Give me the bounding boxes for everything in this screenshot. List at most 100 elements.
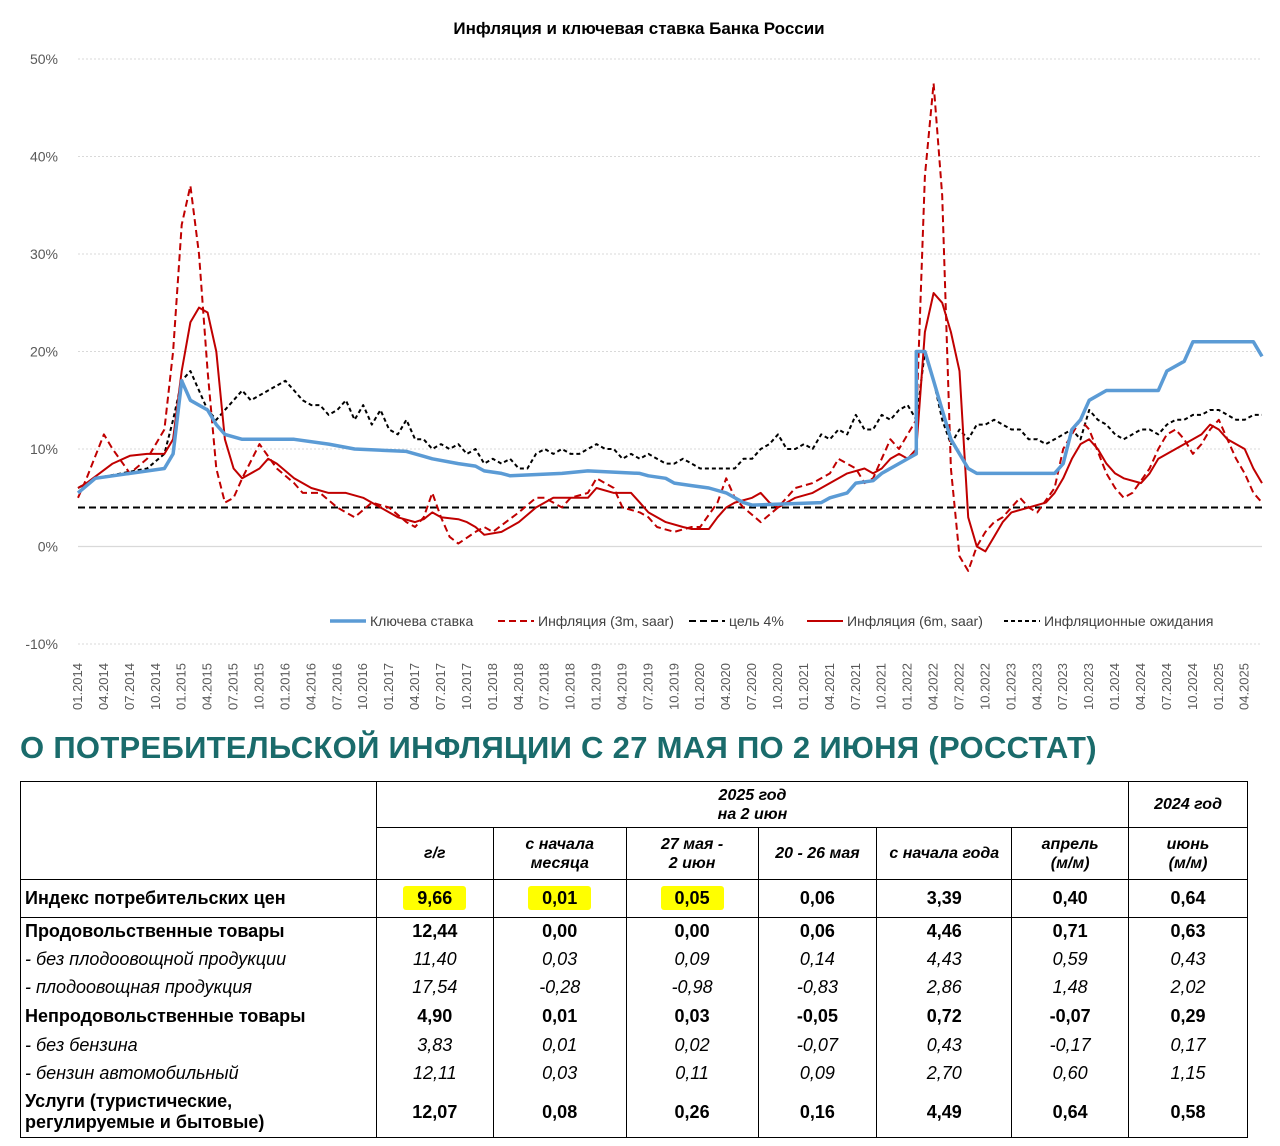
value-cell: 0,43: [1128, 945, 1248, 974]
x-tick-label: 10.2015: [251, 663, 266, 710]
value-cell: 0,14: [757, 945, 878, 974]
x-tick-label: 10.2017: [459, 663, 474, 710]
gridlines: [78, 58, 1262, 645]
value-cell: 0,09: [625, 945, 759, 974]
x-tick-label: 07.2016: [329, 663, 344, 710]
value-cell: 12,11: [375, 1059, 494, 1088]
legend-label: цель 4%: [729, 613, 784, 629]
value-cell: -0,07: [757, 1031, 878, 1060]
value-cell: 0,05: [625, 879, 759, 918]
value-cell: 4,43: [876, 945, 1013, 974]
x-tick-label: 01.2017: [381, 663, 396, 710]
x-tick-label: 07.2022: [952, 663, 967, 710]
series-line-3: [77, 292, 1263, 553]
table-row: - плодоовощная продукция 17,54 -0,28 -0,98-…: [20, 973, 1248, 1002]
y-tick-label: 10%: [30, 441, 58, 457]
value-cell: -0,05: [757, 1001, 878, 1032]
value-cell: 0,17: [1128, 1031, 1248, 1060]
value-cell: 0,01: [492, 879, 627, 918]
chart-title: Инфляция и ключевая ставка Банка России: [453, 19, 824, 38]
highlighted-value: 0,01: [528, 886, 592, 910]
x-tick-label: 10.2022: [977, 663, 992, 710]
value-cell: 0,00: [625, 917, 759, 946]
value-cell: 0,06: [757, 879, 878, 918]
value-cell: 0,60: [1011, 1059, 1130, 1088]
value-cell: 12,07: [375, 1087, 494, 1138]
x-tick-label: 01.2023: [1003, 663, 1018, 710]
x-tick-label: 10.2016: [355, 663, 370, 710]
value-cell: 9,66: [375, 879, 494, 918]
value-cell: 2,86: [876, 973, 1013, 1002]
x-tick-label: 04.2023: [1029, 663, 1044, 710]
value-cell: 4,90: [375, 1001, 494, 1032]
x-tick-label: 04.2017: [407, 663, 422, 710]
series-lines: [76, 82, 1264, 572]
x-tick-label: 10.2014: [148, 663, 163, 710]
inflation-chart: Инфляция и ключевая ставка Банка России …: [25, 19, 1264, 710]
value-cell: 0,59: [1011, 945, 1130, 974]
value-cell: 3,39: [876, 879, 1013, 918]
x-tick-label: 10.2019: [666, 663, 681, 710]
y-tick-label: 20%: [30, 344, 58, 360]
x-tick-label: 01.2021: [796, 663, 811, 710]
x-tick-label: 10.2018: [563, 663, 578, 710]
column-header: апрель (м/м): [1011, 827, 1130, 880]
header-2025: 2025 год на 2 июн: [375, 781, 1130, 828]
x-tick-label: 01.2025: [1211, 663, 1226, 710]
value-cell: 2,70: [876, 1059, 1013, 1088]
value-cell: 4,46: [876, 917, 1013, 946]
value-cell: 0,72: [876, 1001, 1013, 1032]
series-line-0: [76, 340, 1264, 507]
table-row: Продовольственные товары 12,44 0,00 0,00 0,0…: [20, 917, 1248, 946]
value-cell: 0,64: [1011, 1087, 1130, 1138]
value-cell: 3,83: [375, 1031, 494, 1060]
legend-label: Инфляция (3m, saar): [538, 613, 674, 629]
x-tick-label: 01.2015: [174, 663, 189, 710]
column-header: 27 мая -2 июн: [625, 827, 759, 880]
value-cell: 12,44: [375, 917, 494, 946]
x-tick-label: 04.2019: [614, 663, 629, 710]
value-cell: 0,29: [1128, 1001, 1248, 1032]
x-axis-ticks: 01.2014 04.2014 07.2014 10.2014 01.2015 04.20…: [70, 663, 1252, 710]
x-tick-label: 04.2021: [822, 663, 837, 710]
value-cell: 0,01: [492, 1031, 627, 1060]
x-tick-label: 04.2018: [511, 663, 526, 710]
row-label: Непродовольственные товары: [20, 1001, 377, 1032]
value-cell: 1,15: [1128, 1059, 1248, 1088]
x-tick-label: 01.2016: [277, 663, 292, 710]
value-cell: 0,02: [625, 1031, 759, 1060]
x-tick-label: 01.2014: [70, 663, 85, 710]
x-tick-label: 04.2015: [200, 663, 215, 710]
x-tick-label: 04.2014: [96, 663, 111, 710]
x-tick-label: 01.2020: [692, 663, 707, 710]
x-tick-label: 07.2019: [640, 663, 655, 710]
y-tick-label: 50%: [30, 51, 58, 67]
x-tick-label: 10.2024: [1185, 663, 1200, 710]
value-cell: 0,03: [492, 945, 627, 974]
row-label: Продовольственные товары: [20, 917, 377, 946]
y-tick-label: 30%: [30, 246, 58, 262]
value-cell: 0,63: [1128, 917, 1248, 946]
value-cell: 0,06: [757, 917, 878, 946]
y-tick-label: 40%: [30, 149, 58, 165]
row-label: - без бензина: [20, 1031, 377, 1060]
value-cell: 0,01: [492, 1001, 627, 1032]
x-tick-label: 04.2022: [926, 663, 941, 710]
column-header: 20 - 26 мая: [757, 827, 878, 880]
y-tick-label: -10%: [25, 636, 58, 652]
value-cell: 0,71: [1011, 917, 1130, 946]
value-cell: 0,09: [757, 1059, 878, 1088]
x-tick-label: 10.2023: [1081, 663, 1096, 710]
legend: Ключева ставка Инфляция (3m, saar) цель 4%…: [330, 613, 1213, 629]
report-title: О ПОТРЕБИТЕЛЬСКОЙ ИНФЛЯЦИИ С 27 МАЯ ПО 2…: [20, 730, 1097, 765]
value-cell: -0,17: [1011, 1031, 1130, 1060]
highlighted-value: 0,05: [660, 886, 724, 910]
x-tick-label: 07.2020: [744, 663, 759, 710]
x-tick-label: 07.2015: [226, 663, 241, 710]
table-row: Услуги (туристические, регулируемые и быт…: [20, 1087, 1248, 1138]
value-cell: -0,98: [625, 973, 759, 1002]
value-cell: 0,64: [1128, 879, 1248, 918]
value-cell: 0,43: [876, 1031, 1013, 1060]
row-label: - плодоовощная продукция: [20, 973, 377, 1002]
x-tick-label: 01.2019: [589, 663, 604, 710]
